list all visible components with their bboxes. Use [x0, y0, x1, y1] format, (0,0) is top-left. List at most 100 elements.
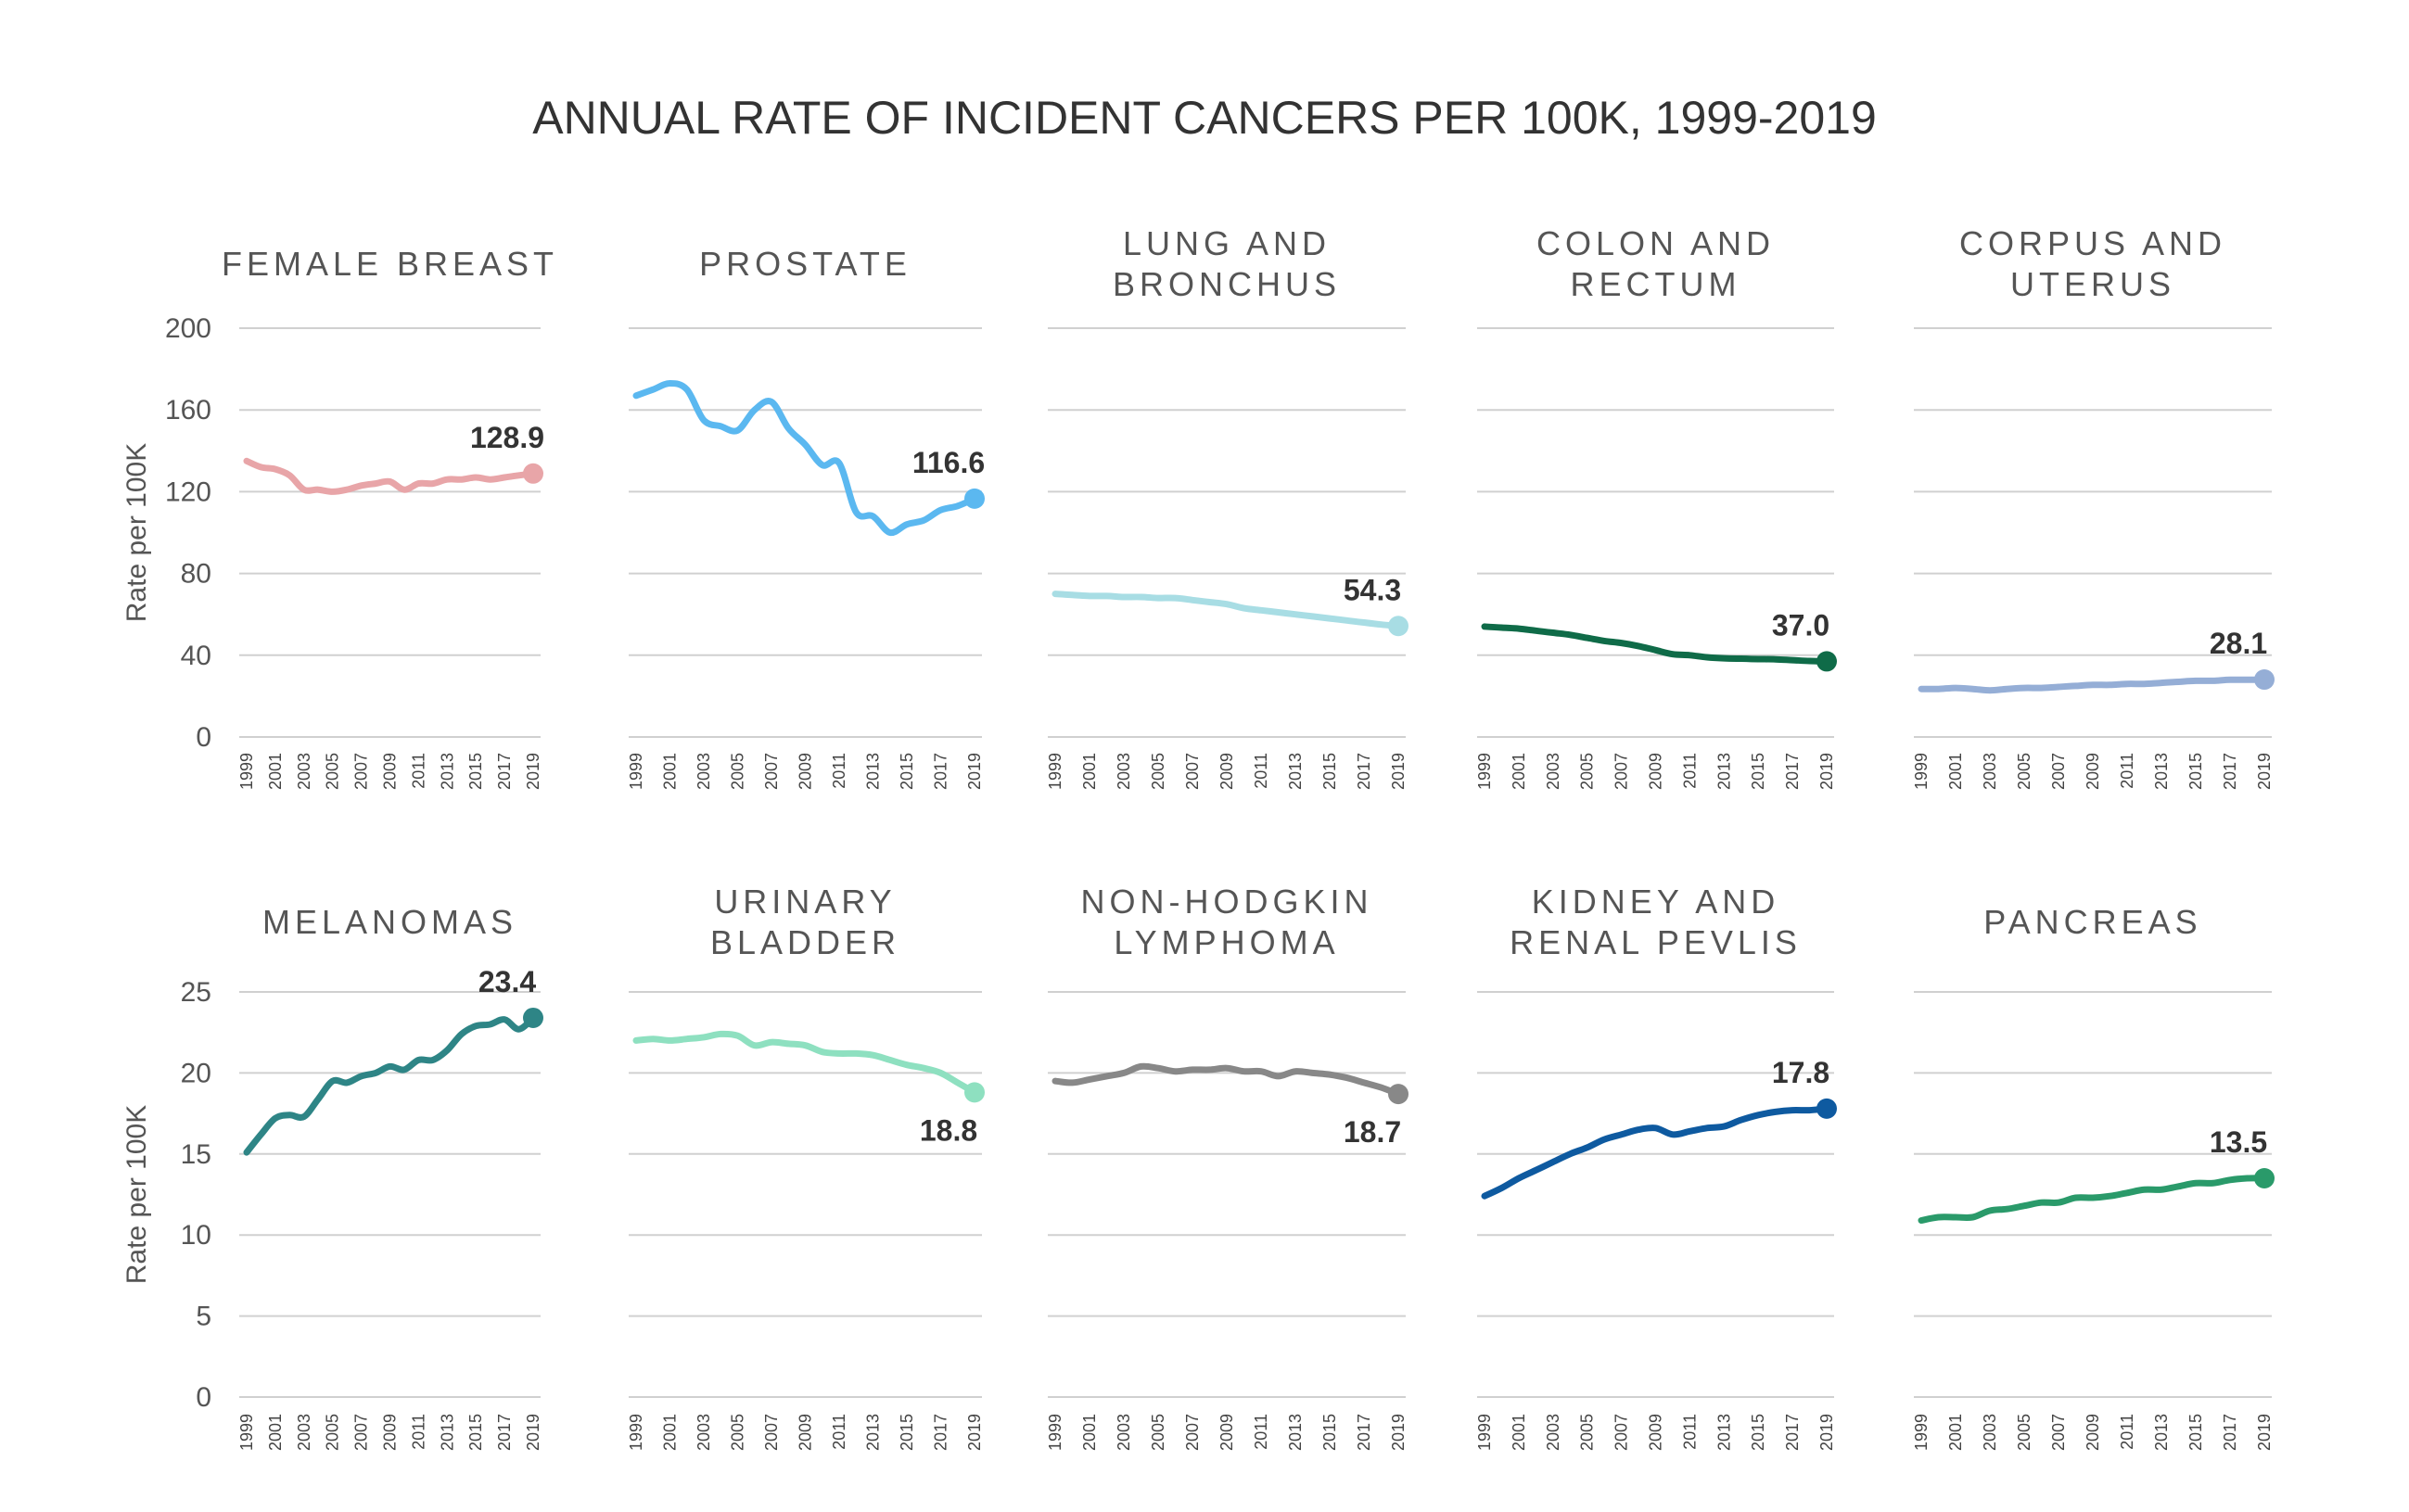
end-point-marker: [1388, 616, 1408, 637]
x-tick-label: 2007: [352, 753, 371, 790]
panel-title: RENAL PEVLIS: [1510, 923, 1802, 961]
series-line: [632, 1030, 978, 1096]
x-tick-label: 1999: [627, 1414, 645, 1451]
x-tick-label: 2019: [1817, 753, 1836, 790]
x-tick-label: 2005: [1149, 753, 1167, 790]
end-value-label: 23.4: [478, 965, 536, 998]
x-tick-label: 2019: [1389, 753, 1408, 790]
panel-title: PANCREAS: [1983, 903, 2201, 941]
panel-title: MELANOMAS: [262, 903, 517, 941]
x-tick-label: 2011: [409, 753, 427, 789]
y-axis-label: Rate per 100K: [121, 1105, 152, 1284]
x-tick-label: 2011: [830, 1414, 848, 1450]
x-tick-label: 2009: [797, 1414, 815, 1451]
x-tick-label: 2015: [898, 753, 916, 790]
end-point-marker: [1816, 651, 1837, 672]
x-tick-label: 2001: [1510, 1414, 1528, 1451]
x-tick-label: 2003: [695, 1414, 713, 1451]
x-tick-label: 2017: [1783, 753, 1802, 790]
x-tick-label: 2009: [1217, 1414, 1236, 1451]
x-tick-label: 2009: [1647, 1414, 1665, 1451]
x-tick-label: 2017: [495, 1414, 514, 1451]
x-tick-label: 2013: [2152, 1414, 2171, 1451]
x-tick-label: 2005: [324, 753, 342, 790]
x-tick-label: 2015: [898, 1414, 916, 1451]
x-tick-label: 1999: [1912, 1414, 1931, 1451]
series-line: [1918, 1175, 2268, 1224]
x-tick-label: 2017: [1355, 753, 1373, 790]
y-tick-label: 5: [196, 1302, 211, 1332]
end-point-marker: [523, 463, 543, 484]
end-value-label: 37.0: [1772, 608, 1829, 642]
x-tick-label: 1999: [237, 753, 256, 790]
panel-title: UTERUS: [2010, 265, 2175, 303]
x-tick-label: 2013: [1714, 1414, 1733, 1451]
x-tick-label: 1999: [1475, 753, 1494, 790]
x-tick-label: 2009: [1647, 753, 1665, 790]
x-tick-label: 2019: [2255, 1414, 2274, 1451]
panel-title: FEMALE BREAST: [222, 245, 558, 283]
page-title: ANNUAL RATE OF INCIDENT CANCERS PER 100K…: [532, 92, 1877, 144]
x-tick-label: 2019: [1817, 1414, 1836, 1451]
x-tick-label: 2003: [1115, 1414, 1133, 1451]
x-tick-label: 2015: [1320, 753, 1339, 790]
end-point-marker: [964, 488, 985, 509]
x-tick-label: 2005: [729, 753, 747, 790]
x-tick-label: 2005: [324, 1414, 342, 1451]
x-tick-label: 2003: [1115, 753, 1133, 790]
x-tick-label: 2003: [1981, 1414, 1999, 1451]
y-tick-label: 0: [196, 722, 211, 753]
y-tick-label: 25: [181, 977, 211, 1008]
x-tick-label: 2007: [1612, 753, 1631, 790]
x-tick-label: 2005: [1578, 1414, 1597, 1451]
x-tick-label: 2015: [2186, 753, 2205, 790]
panel-title: LYMPHOMA: [1114, 923, 1339, 961]
series-line: [1481, 623, 1830, 665]
panel-pancreas: PANCREAS 1999 2001 2003 2005 2007 2009 2011 2013…: [1912, 903, 2275, 1451]
x-tick-label: 1999: [627, 753, 645, 790]
x-tick-label: 2003: [1981, 753, 1999, 790]
y-tick-label: 20: [181, 1058, 211, 1088]
x-tick-label: 2009: [381, 1414, 400, 1451]
x-tick-label: 2013: [438, 1414, 456, 1451]
series-line: [1481, 1105, 1830, 1200]
x-tick-label: 2017: [2221, 753, 2239, 790]
x-tick-label: 2001: [661, 1414, 680, 1451]
end-point-marker: [964, 1082, 985, 1103]
y-tick-label: 15: [181, 1139, 211, 1170]
x-tick-label: 2017: [1783, 1414, 1802, 1451]
end-point-marker: [2254, 1168, 2275, 1189]
y-tick-label: 120: [165, 476, 211, 507]
x-tick-label: 1999: [1475, 1414, 1494, 1451]
x-tick-label: 2019: [2255, 753, 2274, 790]
x-tick-label: 2017: [932, 1414, 950, 1451]
series-line: [1918, 676, 2268, 694]
x-tick-label: 1999: [1912, 753, 1931, 790]
panel-melanomas: MELANOMAS 0 5 10 15 20 25 Rate per 100K 1999 2001…: [121, 903, 543, 1451]
x-tick-label: 2019: [965, 753, 984, 790]
y-tick-label: 80: [181, 559, 211, 590]
x-tick-label: 1999: [1046, 753, 1064, 790]
x-tick-label: 2009: [381, 753, 400, 790]
end-value-label: 128.9: [470, 421, 544, 454]
end-value-label: 54.3: [1344, 573, 1401, 606]
y-axis-label: Rate per 100K: [121, 443, 152, 622]
y-tick-label: 160: [165, 395, 211, 426]
x-tick-label: 2009: [797, 753, 815, 790]
x-tick-label: 2015: [2186, 1414, 2205, 1451]
panel-title: COLON AND: [1536, 224, 1775, 262]
x-tick-label: 2007: [762, 753, 781, 790]
x-tick-label: 2003: [295, 1414, 313, 1451]
x-tick-label: 2001: [1946, 1414, 1965, 1451]
series-line: [243, 1014, 537, 1156]
series-line: [243, 457, 537, 495]
x-tick-label: 2005: [1578, 753, 1597, 790]
end-point-marker: [1816, 1098, 1837, 1119]
y-tick-label: 40: [181, 641, 211, 671]
x-tick-label: 2011: [1680, 753, 1699, 789]
x-tick-label: 1999: [237, 1414, 256, 1451]
